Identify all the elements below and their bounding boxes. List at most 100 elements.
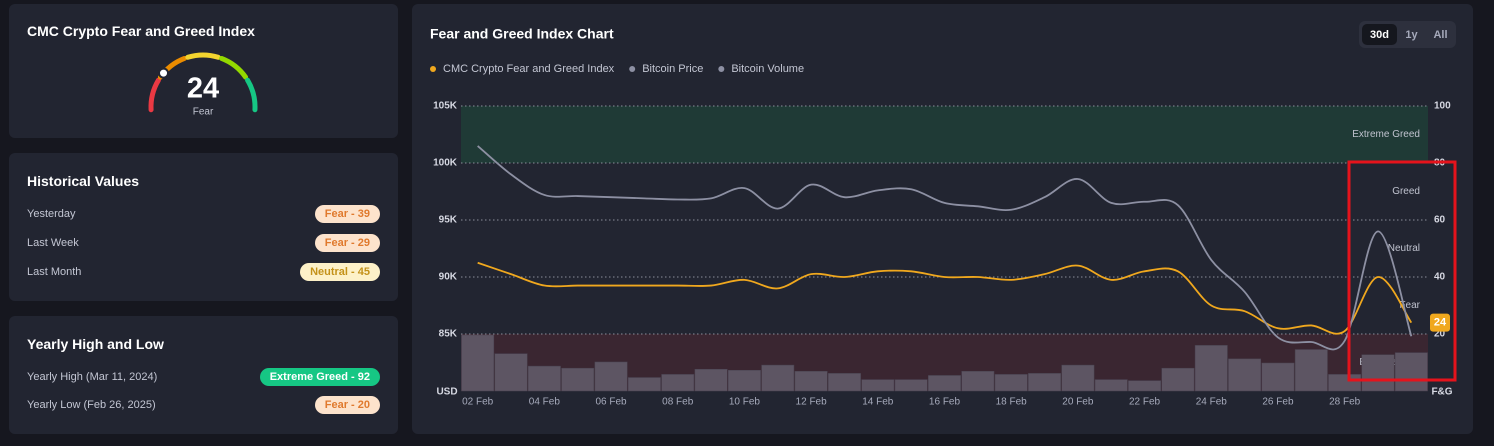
volume-bar bbox=[1294, 349, 1328, 392]
value-row: Last Week Fear - 29 bbox=[27, 232, 380, 254]
zone-band bbox=[461, 106, 1428, 163]
gauge-segment bbox=[185, 52, 221, 60]
historical-title: Historical Values bbox=[27, 173, 140, 189]
gauge-segment bbox=[245, 77, 258, 113]
badge: Fear - 29 bbox=[314, 234, 380, 252]
tab-active-bg bbox=[1362, 24, 1397, 45]
volume-bar bbox=[1061, 364, 1095, 392]
badge: Extreme Greed - 92 bbox=[259, 368, 380, 386]
volume-bar bbox=[861, 379, 895, 392]
tabs: 30d 1y All bbox=[1362, 24, 1448, 45]
volume-bar bbox=[694, 368, 728, 392]
volume-bar bbox=[461, 334, 495, 392]
value-row: Yearly High (Mar 11, 2024) Extreme Greed … bbox=[27, 366, 380, 388]
y2-tick-label: 20 bbox=[1434, 329, 1446, 340]
volume-bar bbox=[1361, 354, 1395, 392]
value-row: Yearly Low (Feb 26, 2025) Fear - 20 bbox=[27, 394, 380, 416]
x-tick-label: 06 Feb bbox=[595, 397, 627, 408]
volume-bar bbox=[794, 371, 828, 392]
zone-label: Fear bbox=[1399, 300, 1420, 311]
volume-bar bbox=[561, 367, 595, 392]
badge: Fear - 39 bbox=[314, 205, 380, 223]
current-value: 24 bbox=[1434, 317, 1447, 329]
x-tick-label: 24 Feb bbox=[1196, 397, 1228, 408]
row-label: Yearly High (Mar 11, 2024) bbox=[27, 371, 158, 383]
value-row: Yesterday Fear - 39 bbox=[27, 203, 380, 225]
zone-label: Greed bbox=[1392, 186, 1420, 197]
x-tick-label: 26 Feb bbox=[1262, 397, 1294, 408]
gauge-panel: CMC Crypto Fear and Greed Index 24 Fear bbox=[9, 4, 398, 138]
y2-tick-label: 40 bbox=[1434, 272, 1446, 283]
volume-bar bbox=[728, 370, 761, 392]
y2-tick-label: 60 bbox=[1434, 215, 1446, 226]
row-label: Last Month bbox=[27, 266, 82, 278]
series-line bbox=[477, 145, 1413, 351]
tab[interactable]: 30d bbox=[1370, 29, 1389, 41]
y2-tick-label: 100 bbox=[1434, 101, 1451, 112]
gauge-segment bbox=[219, 55, 249, 80]
x-tick-label: 20 Feb bbox=[1062, 397, 1094, 408]
y-tick-label: 95K bbox=[439, 215, 458, 226]
row-label: Last Week bbox=[27, 237, 79, 249]
volume-bar bbox=[761, 364, 795, 392]
x-tick-label: 22 Feb bbox=[1129, 397, 1161, 408]
volume-bar bbox=[1028, 373, 1061, 392]
volume-bar bbox=[1394, 352, 1428, 392]
tab[interactable]: 1y bbox=[1405, 29, 1418, 41]
legend-dot bbox=[430, 66, 436, 72]
gauge-value: 24 bbox=[187, 73, 219, 105]
legend-dot bbox=[629, 66, 636, 72]
volume-bar bbox=[594, 361, 628, 392]
gauge: 24 Fear bbox=[148, 52, 258, 118]
highlight-box bbox=[1347, 160, 1457, 382]
chart-title: Fear and Greed Index Chart bbox=[430, 26, 614, 42]
x-tick-label: 14 Feb bbox=[862, 397, 894, 408]
volume-bar bbox=[894, 379, 928, 392]
x-tick-label: 28 Feb bbox=[1329, 397, 1361, 408]
yearly-title: Yearly High and Low bbox=[27, 336, 164, 352]
zone-label: Neutral bbox=[1388, 243, 1420, 254]
gauge-segment bbox=[148, 77, 161, 113]
x-tick-label: 04 Feb bbox=[529, 397, 561, 408]
y-tick-label: 90K bbox=[439, 272, 458, 283]
volume-bar bbox=[994, 374, 1028, 392]
volume-bar bbox=[661, 374, 695, 392]
y-axis-label: USD bbox=[436, 387, 457, 398]
x-tick-label: 10 Feb bbox=[729, 397, 761, 408]
zone-label: Extreme Greed bbox=[1352, 129, 1420, 140]
row-label: Yesterday bbox=[27, 208, 76, 220]
volume-bar bbox=[527, 365, 561, 392]
volume-bar bbox=[1194, 345, 1228, 392]
legend-label[interactable]: CMC Crypto Fear and Greed Index bbox=[443, 63, 615, 75]
gauge-indicator bbox=[158, 67, 170, 79]
badge: Fear - 20 bbox=[314, 396, 380, 414]
legend-label[interactable]: Bitcoin Volume bbox=[731, 63, 804, 75]
tab[interactable]: All bbox=[1433, 29, 1447, 41]
y-tick-label: 85K bbox=[439, 329, 458, 340]
gauge-title: CMC Crypto Fear and Greed Index bbox=[27, 23, 255, 39]
historical-panel: Historical Values Yesterday Fear - 39 Last… bbox=[9, 153, 398, 301]
x-tick-label: 02 Feb bbox=[462, 397, 494, 408]
current-badge bbox=[1430, 313, 1450, 332]
volume-bar bbox=[1328, 374, 1362, 392]
volume-bar bbox=[1094, 379, 1128, 392]
volume-bar bbox=[1128, 380, 1161, 392]
y-tick-label: 105K bbox=[433, 101, 458, 112]
y-tick-label: 100K bbox=[433, 158, 458, 169]
volume-bar bbox=[494, 353, 528, 392]
volume-bar bbox=[1161, 367, 1195, 392]
row-label: Yearly Low (Feb 26, 2025) bbox=[27, 399, 156, 411]
badge: Neutral - 45 bbox=[300, 263, 380, 281]
volume-bar bbox=[1261, 362, 1295, 392]
volume-bar bbox=[928, 375, 961, 392]
legend-label[interactable]: Bitcoin Price bbox=[642, 63, 703, 75]
x-tick-label: 08 Feb bbox=[662, 397, 694, 408]
x-tick-label: 18 Feb bbox=[996, 397, 1028, 408]
gauge-classification: Fear bbox=[193, 107, 214, 118]
volume-bar bbox=[961, 371, 995, 392]
legend-dot bbox=[718, 66, 725, 72]
x-tick-label: 16 Feb bbox=[929, 397, 961, 408]
